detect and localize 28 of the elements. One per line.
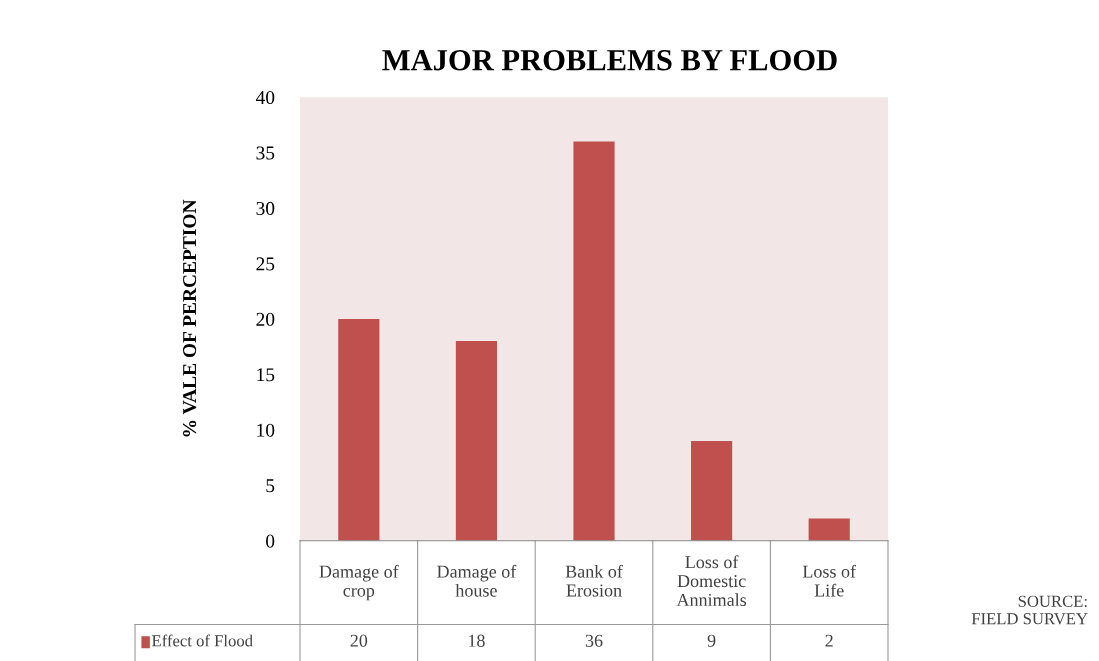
- source-note: SOURCE: FIELD SURVEY: [971, 595, 1088, 625]
- data-label: 2: [825, 634, 833, 647]
- bar: [338, 318, 380, 541]
- data-label: 36: [585, 634, 603, 647]
- data-label: 9: [707, 634, 716, 647]
- y-axis-title: % VALE OF PERCEPTION: [183, 199, 197, 437]
- x-tick-label: Loss of Life: [802, 564, 857, 597]
- bar: [573, 141, 615, 541]
- x-tick-label: Loss of Domestic Annimals: [676, 555, 747, 607]
- x-tick-label: Bank of Erosion: [565, 564, 623, 597]
- y-tick-label: 0: [266, 534, 275, 548]
- bar: [455, 341, 497, 541]
- data-label: 20: [350, 634, 368, 647]
- y-tick-label: 10: [257, 423, 275, 437]
- legend-label: Effect of Flood: [151, 634, 253, 647]
- data-label: 18: [468, 634, 485, 647]
- y-tick-label: 35: [256, 146, 275, 160]
- y-tick-label: 20: [256, 312, 275, 326]
- bar: [808, 518, 850, 541]
- y-tick-label: 25: [256, 257, 275, 271]
- x-tick-label: Damage of house: [437, 564, 517, 597]
- y-tick-label: 15: [257, 368, 275, 382]
- y-tick-label: 5: [266, 479, 275, 493]
- bar: [691, 440, 733, 541]
- y-tick-label: 40: [255, 90, 275, 105]
- y-tick-label: 30: [256, 201, 275, 215]
- chart-title: MAJOR PROBLEMS BY FLOOD: [382, 49, 837, 71]
- x-tick-label: Damage of crop: [319, 564, 399, 601]
